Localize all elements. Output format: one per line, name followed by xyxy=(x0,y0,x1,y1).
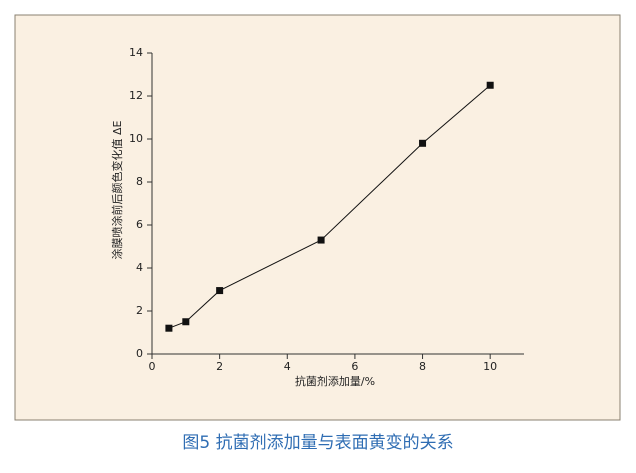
chart-panel xyxy=(14,14,621,421)
data-marker xyxy=(419,139,427,147)
data-marker xyxy=(486,81,494,89)
x-tick-label: 10 xyxy=(483,360,497,373)
y-tick-label: 4 xyxy=(136,261,143,274)
y-tick-label: 12 xyxy=(129,89,143,102)
y-tick-label: 2 xyxy=(136,304,143,317)
y-tick-label: 6 xyxy=(136,218,143,231)
chart-caption: 图5 抗菌剂添加量与表面黄变的关系 xyxy=(182,433,453,453)
y-axis-label: 涂膜喷涂前后颜色变化值 ΔE xyxy=(110,120,124,259)
x-axis-label: 抗菌剂添加量/% xyxy=(295,374,375,388)
data-marker xyxy=(317,236,325,244)
x-tick-label: 0 xyxy=(149,360,156,373)
data-marker xyxy=(216,287,224,295)
x-tick-label: 2 xyxy=(216,360,223,373)
y-tick-label: 10 xyxy=(129,132,143,145)
y-tick-label: 8 xyxy=(136,175,143,188)
data-marker xyxy=(182,318,190,326)
x-tick-label: 8 xyxy=(419,360,426,373)
x-tick-label: 6 xyxy=(351,360,358,373)
y-tick-label: 0 xyxy=(136,347,143,360)
x-tick-label: 4 xyxy=(284,360,291,373)
data-marker xyxy=(165,324,173,332)
y-tick-label: 14 xyxy=(129,46,143,59)
